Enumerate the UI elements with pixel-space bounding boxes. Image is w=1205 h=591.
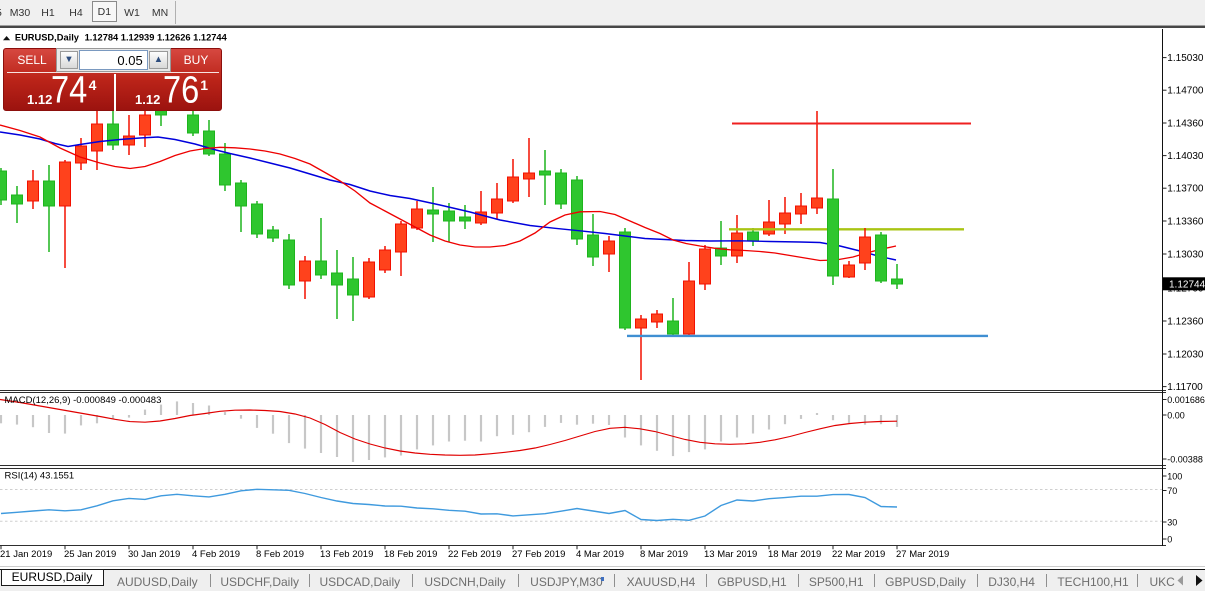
svg-text:4 Mar 2019: 4 Mar 2019 [576, 549, 624, 560]
svg-text:EURUSD,Daily: EURUSD,Daily [15, 33, 80, 43]
svg-text:1.15030: 1.15030 [1167, 53, 1204, 64]
svg-text:0: 0 [1167, 535, 1172, 545]
svg-text:25 Jan 2019: 25 Jan 2019 [64, 549, 116, 560]
svg-text:1.14700: 1.14700 [1167, 86, 1204, 97]
svg-text:70: 70 [1167, 486, 1177, 496]
svg-text:13 Feb 2019: 13 Feb 2019 [320, 549, 373, 560]
svg-text:22 Feb 2019: 22 Feb 2019 [448, 549, 501, 560]
svg-text:30 Jan 2019: 30 Jan 2019 [128, 549, 180, 560]
svg-text:1.12784 1.12939 1.12626 1.1274: 1.12784 1.12939 1.12626 1.12744 [85, 33, 228, 43]
svg-text:27 Feb 2019: 27 Feb 2019 [512, 549, 565, 560]
svg-text:30: 30 [1167, 518, 1177, 528]
svg-text:1.12744: 1.12744 [1169, 279, 1205, 290]
svg-text:0.00: 0.00 [1167, 411, 1185, 421]
svg-text:-0.00388: -0.00388 [1167, 455, 1203, 465]
svg-text:4 Feb 2019: 4 Feb 2019 [192, 549, 240, 560]
svg-text:18 Mar 2019: 18 Mar 2019 [768, 549, 821, 560]
svg-text:8 Mar 2019: 8 Mar 2019 [640, 549, 688, 560]
svg-text:1.14360: 1.14360 [1167, 119, 1204, 130]
svg-text:MACD(12,26,9) -0.000849 -0.000: MACD(12,26,9) -0.000849 -0.000483 [5, 395, 162, 406]
svg-text:1.13700: 1.13700 [1167, 184, 1204, 195]
svg-text:1.13030: 1.13030 [1167, 250, 1204, 261]
svg-text:0.001686: 0.001686 [1167, 395, 1205, 405]
svg-text:100: 100 [1167, 472, 1182, 482]
svg-text:27 Mar 2019: 27 Mar 2019 [896, 549, 949, 560]
svg-text:1.13360: 1.13360 [1167, 217, 1204, 228]
svg-text:RSI(14) 43.1551: RSI(14) 43.1551 [5, 471, 75, 482]
svg-text:13 Mar 2019: 13 Mar 2019 [704, 549, 757, 560]
svg-text:22 Mar 2019: 22 Mar 2019 [832, 549, 885, 560]
svg-text:1.11700: 1.11700 [1167, 382, 1203, 393]
svg-text:8 Feb 2019: 8 Feb 2019 [256, 549, 304, 560]
svg-text:18 Feb 2019: 18 Feb 2019 [384, 549, 437, 560]
svg-text:1.12360: 1.12360 [1167, 317, 1204, 328]
svg-text:1.12030: 1.12030 [1167, 350, 1204, 361]
svg-text:1.14030: 1.14030 [1167, 151, 1204, 162]
svg-text:21 Jan 2019: 21 Jan 2019 [0, 549, 52, 560]
